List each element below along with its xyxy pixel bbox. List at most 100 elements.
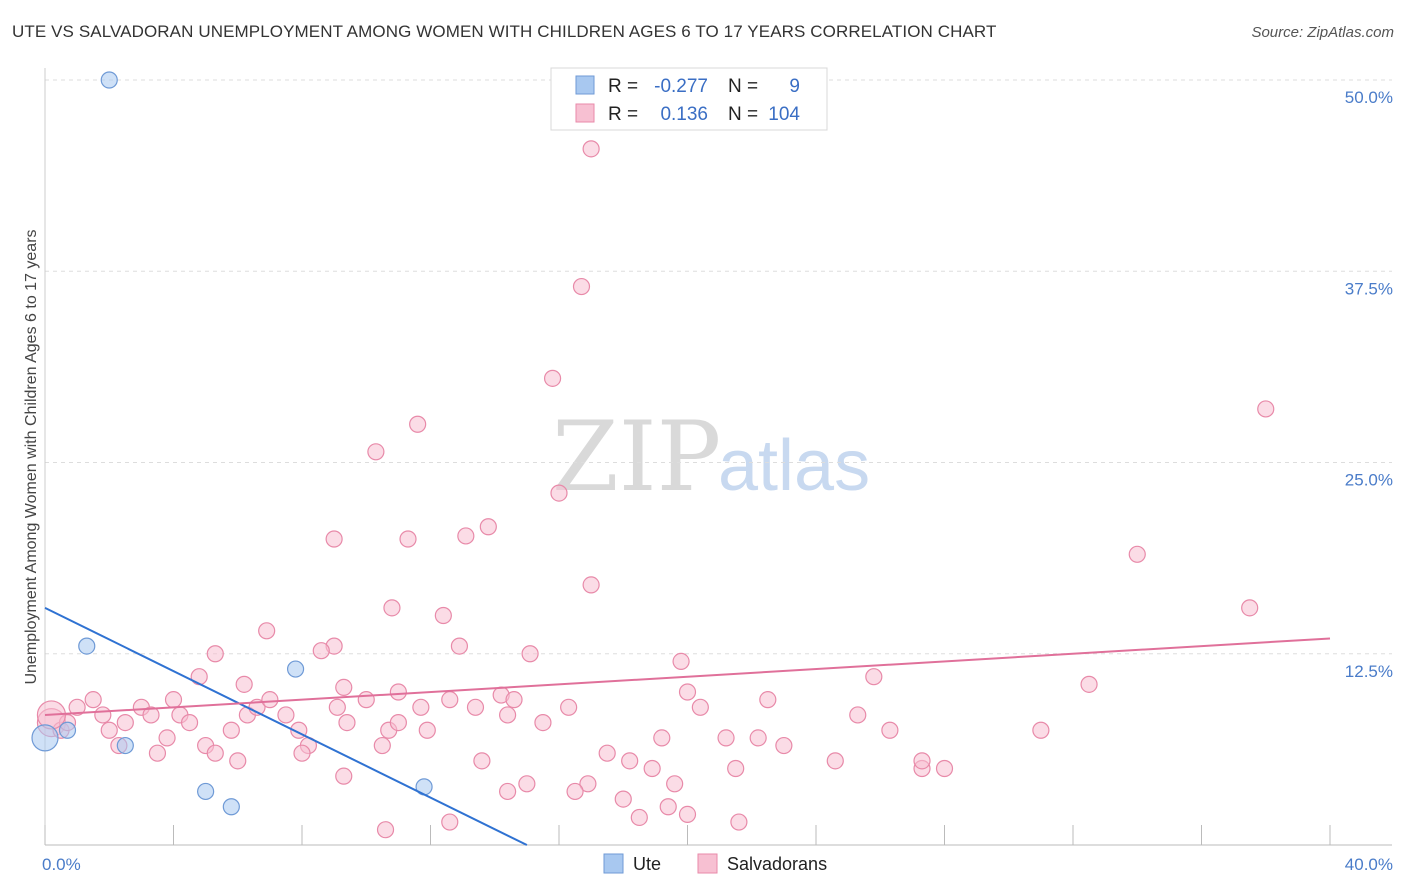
salvadorans-point-3 <box>409 415 427 433</box>
salvadorans-point-12 <box>1128 545 1146 563</box>
salvadorans-point-5 <box>550 484 568 502</box>
salvadorans-point-88 <box>730 813 748 831</box>
salvadorans-point-77 <box>749 729 767 747</box>
salvadorans-point-2 <box>543 369 562 387</box>
salvadorans-point-28 <box>678 683 697 701</box>
salvadorans-point-78 <box>759 691 777 709</box>
salvadorans-point-14 <box>383 599 401 617</box>
salvadorans-point-13 <box>1241 599 1259 617</box>
salvadorans-point-21 <box>521 645 539 663</box>
salvadorans-point-24 <box>865 668 883 686</box>
salvadorans-point-25 <box>235 675 253 693</box>
salvadorans-point-101 <box>566 782 584 801</box>
salvadorans-point-86 <box>659 798 677 816</box>
salvadorans-point-99 <box>335 767 353 785</box>
legend-salvadorans-n-value: 104 <box>768 104 800 125</box>
data-points <box>31 71 1275 839</box>
salvadorans-point-74 <box>691 698 709 716</box>
salvadorans-point-55 <box>357 691 375 709</box>
salvadorans-point-100 <box>518 775 536 793</box>
ute-trend-line <box>44 606 528 846</box>
salvadorans-point-58 <box>389 713 407 732</box>
trend-lines <box>44 606 1331 846</box>
salvadorans-point-97 <box>935 759 954 778</box>
salvadorans-point-96 <box>913 752 931 770</box>
salvadorans-point-84 <box>499 782 517 801</box>
salvadorans-point-43 <box>180 713 199 732</box>
salvadorans-point-102 <box>630 808 648 827</box>
legend-ute-swatch <box>575 75 595 95</box>
salvadorans-point-49 <box>261 691 279 709</box>
salvadorans-point-83 <box>441 813 459 831</box>
x-tick-label-1: 40.0% <box>1345 855 1393 874</box>
salvadorans-point-7 <box>325 530 343 548</box>
salvadorans-point-92 <box>229 752 247 770</box>
salvadorans-point-68 <box>579 775 597 793</box>
legend-ute-n-label: N = <box>728 76 758 97</box>
x-tick-label-0: 0.0% <box>42 855 81 874</box>
salvadorans-point-0 <box>582 140 600 158</box>
salvadorans-point-73 <box>666 775 684 793</box>
gridlines <box>45 79 1392 655</box>
salvadorans-point-70 <box>614 790 632 808</box>
salvadorans-point-29 <box>1080 675 1098 693</box>
salvadorans-point-23 <box>190 668 208 686</box>
salvadorans-point-9 <box>457 527 475 545</box>
salvadorans-point-67 <box>560 698 578 716</box>
ute-point-6 <box>197 782 215 801</box>
salvadorans-point-37 <box>116 713 134 732</box>
salvadorans-point-33 <box>68 698 86 716</box>
y-axis-label: Unemployment Among Women with Children A… <box>23 229 40 684</box>
salvadorans-point-64 <box>499 706 517 724</box>
series-legend: Ute Salvadorans <box>603 853 827 874</box>
salvadorans-point-40 <box>158 729 176 747</box>
salvadorans-point-41 <box>164 691 183 709</box>
salvadorans-point-35 <box>94 706 112 724</box>
salvadorans-point-1 <box>572 277 591 296</box>
series-legend-ute-swatch <box>603 853 624 874</box>
salvadorans-point-53 <box>328 698 346 716</box>
salvadorans-point-50 <box>277 706 295 724</box>
y-tick-label-3: 50.0% <box>1345 88 1393 107</box>
ute-point-3 <box>58 721 77 739</box>
legend-salvadorans-n-label: N = <box>728 104 758 125</box>
salvadorans-point-72 <box>653 729 671 747</box>
legend-ute-r-label: R = <box>608 76 638 97</box>
series-legend-salvadorans-label: Salvadorans <box>727 854 827 874</box>
legend-salvadorans-r-value: 0.136 <box>660 104 708 125</box>
salvadorans-point-98 <box>1032 721 1050 739</box>
salvadorans-point-18 <box>450 637 469 655</box>
salvadorans-point-20 <box>206 645 224 663</box>
salvadorans-point-10 <box>479 518 497 536</box>
salvadorans-point-65 <box>505 691 523 709</box>
salvadorans-point-69 <box>598 744 616 762</box>
salvadorans-point-89 <box>376 821 395 839</box>
salvadorans-point-81 <box>849 706 867 724</box>
salvadorans-point-46 <box>222 721 240 739</box>
salvadorans-point-11 <box>582 576 600 594</box>
ute-point-1 <box>78 637 96 655</box>
salvadorans-point-94 <box>473 752 491 770</box>
salvadorans-point-39 <box>142 706 160 724</box>
chart-title: UTE VS SALVADORAN UNEMPLOYMENT AMONG WOM… <box>12 22 997 41</box>
ute-point-5 <box>286 660 305 678</box>
salvadorans-point-45 <box>206 744 224 762</box>
axes <box>44 68 1392 846</box>
salvadorans-point-66 <box>534 713 552 732</box>
watermark-atlas: atlas <box>718 426 870 506</box>
salvadorans-point-59 <box>412 698 430 716</box>
salvadorans-point-34 <box>84 691 102 709</box>
salvadorans-point-76 <box>727 759 745 778</box>
salvadorans-point-56 <box>373 736 391 755</box>
salvadorans-point-75 <box>717 729 735 747</box>
salvadorans-point-85 <box>643 759 661 778</box>
salvadorans-point-19 <box>312 642 330 660</box>
legend-ute-n-value: 9 <box>789 76 800 97</box>
salvadorans-point-79 <box>775 736 793 755</box>
ute-point-2 <box>31 724 59 752</box>
legend-box <box>550 67 828 131</box>
salvadorans-point-60 <box>418 721 436 739</box>
y-tick-label-1: 25.0% <box>1345 471 1393 490</box>
series-legend-ute-label: Ute <box>633 854 661 874</box>
salvadorans-point-61 <box>441 691 459 709</box>
